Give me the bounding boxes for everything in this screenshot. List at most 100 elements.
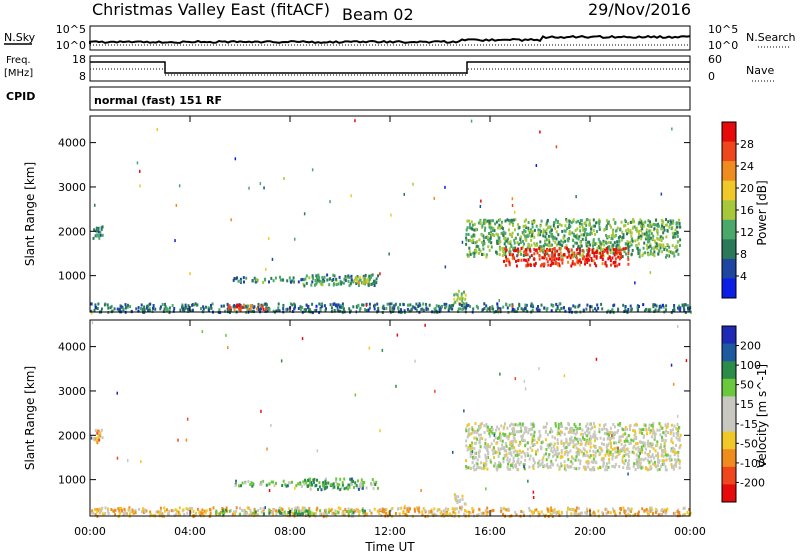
range-gate-cell — [540, 510, 543, 514]
range-gate-cell — [332, 283, 335, 287]
range-gate-cell — [96, 441, 99, 445]
range-gate-cell — [301, 512, 304, 516]
range-gate-cell — [365, 303, 368, 307]
range-gate-cell — [581, 225, 584, 229]
range-gate-cell — [542, 234, 545, 238]
range-gate-cell — [658, 468, 661, 471]
range-gate-cell — [673, 254, 676, 258]
range-gate-cell — [315, 308, 318, 312]
range-gate-cell — [381, 507, 384, 511]
range-gate-cell — [672, 221, 675, 225]
range-gate-cell — [453, 493, 456, 497]
range-gate-cell — [490, 230, 492, 234]
range-gate-cell — [515, 513, 518, 517]
range-gate-cell — [101, 506, 104, 510]
range-gate-cell — [263, 302, 266, 306]
range-gate-cell — [647, 219, 650, 223]
range-gate-cell — [597, 306, 600, 310]
range-gate-cell — [661, 508, 664, 511]
range-gate-cell — [634, 432, 637, 436]
range-gate-cell — [664, 308, 667, 312]
range-gate-cell — [513, 427, 516, 431]
range-gate-cell — [352, 305, 355, 309]
range-gate-cell — [593, 435, 596, 439]
range-gate-cell — [580, 219, 583, 222]
range-gate-cell — [582, 454, 585, 458]
range-gate-cell — [437, 304, 440, 308]
range-gate-cell — [644, 447, 647, 451]
range-gate-cell — [249, 483, 252, 487]
range-gate-cell — [316, 278, 319, 282]
range-gate-cell — [612, 436, 615, 440]
range-gate-cell — [470, 447, 473, 450]
range-gate-cell — [479, 426, 482, 430]
range-gate-cell — [245, 276, 248, 280]
range-gate-cell — [613, 447, 616, 451]
noise-search-label: N.Search — [746, 31, 796, 44]
range-gate-cell — [678, 304, 681, 308]
range-gate-cell — [196, 507, 199, 511]
range-gate-cell — [570, 221, 573, 225]
range-gate-cell — [511, 197, 514, 201]
range-gate-cell — [339, 507, 342, 511]
range-gate-cell — [590, 227, 593, 231]
range-gate-cell — [555, 512, 558, 515]
range-gate-cell — [500, 220, 503, 224]
range-gate-cell — [508, 435, 511, 439]
range-gate-cell — [575, 428, 578, 432]
range-gate-cell — [583, 227, 586, 231]
range-gate-cell — [550, 449, 553, 453]
range-gate-cell — [375, 277, 378, 281]
range-gate-cell — [659, 235, 662, 239]
range-gate-cell — [636, 247, 639, 250]
range-gate-cell — [566, 453, 569, 457]
range-gate-cell — [582, 465, 585, 469]
range-gate-cell — [583, 255, 586, 259]
range-gate-cell — [487, 307, 490, 311]
range-gate-cell — [598, 430, 601, 434]
range-gate-cell — [643, 441, 646, 445]
range-gate-cell — [524, 426, 527, 430]
range-gate-cell — [605, 428, 608, 431]
range-gate-cell — [574, 305, 577, 309]
range-gate-cell — [379, 507, 382, 511]
range-gate-cell — [510, 446, 513, 450]
range-gate-cell — [550, 309, 553, 313]
range-gate-cell — [585, 232, 588, 236]
range-gate-cell — [501, 446, 504, 450]
range-gate-cell — [342, 281, 345, 285]
range-gate-cell — [649, 249, 652, 253]
range-gate-cell — [536, 448, 539, 452]
range-gate-cell — [622, 233, 625, 237]
range-gate-cell — [644, 237, 647, 241]
range-gate-cell — [305, 281, 308, 285]
range-gate-cell — [234, 512, 236, 516]
colorbar-swatch — [722, 396, 736, 415]
range-gate-cell — [527, 258, 530, 262]
range-gate-cell — [670, 447, 673, 451]
range-gate-cell — [500, 424, 503, 428]
range-gate-cell — [573, 438, 576, 442]
range-gate-cell — [356, 485, 359, 489]
range-gate-cell — [642, 252, 645, 256]
range-gate-cell — [555, 243, 558, 247]
range-gate-cell — [493, 432, 496, 436]
range-gate-cell — [582, 432, 585, 436]
range-gate-cell — [260, 409, 262, 413]
range-gate-cell — [683, 303, 686, 307]
range-gate-cell — [331, 279, 334, 282]
range-gate-cell — [515, 264, 518, 268]
range-gate-cell — [573, 232, 575, 236]
range-gate-cell — [464, 509, 466, 512]
range-gate-cell — [338, 309, 341, 313]
range-gate-cell — [575, 437, 578, 441]
range-gate-cell — [92, 236, 95, 240]
range-gate-cell — [614, 513, 617, 517]
range-gate-cell — [592, 449, 595, 453]
range-gate-cell — [665, 429, 667, 433]
range-gate-cell — [143, 308, 146, 312]
range-gate-cell — [540, 303, 543, 307]
range-gate-cell — [524, 258, 527, 262]
range-gate-cell — [669, 432, 672, 436]
